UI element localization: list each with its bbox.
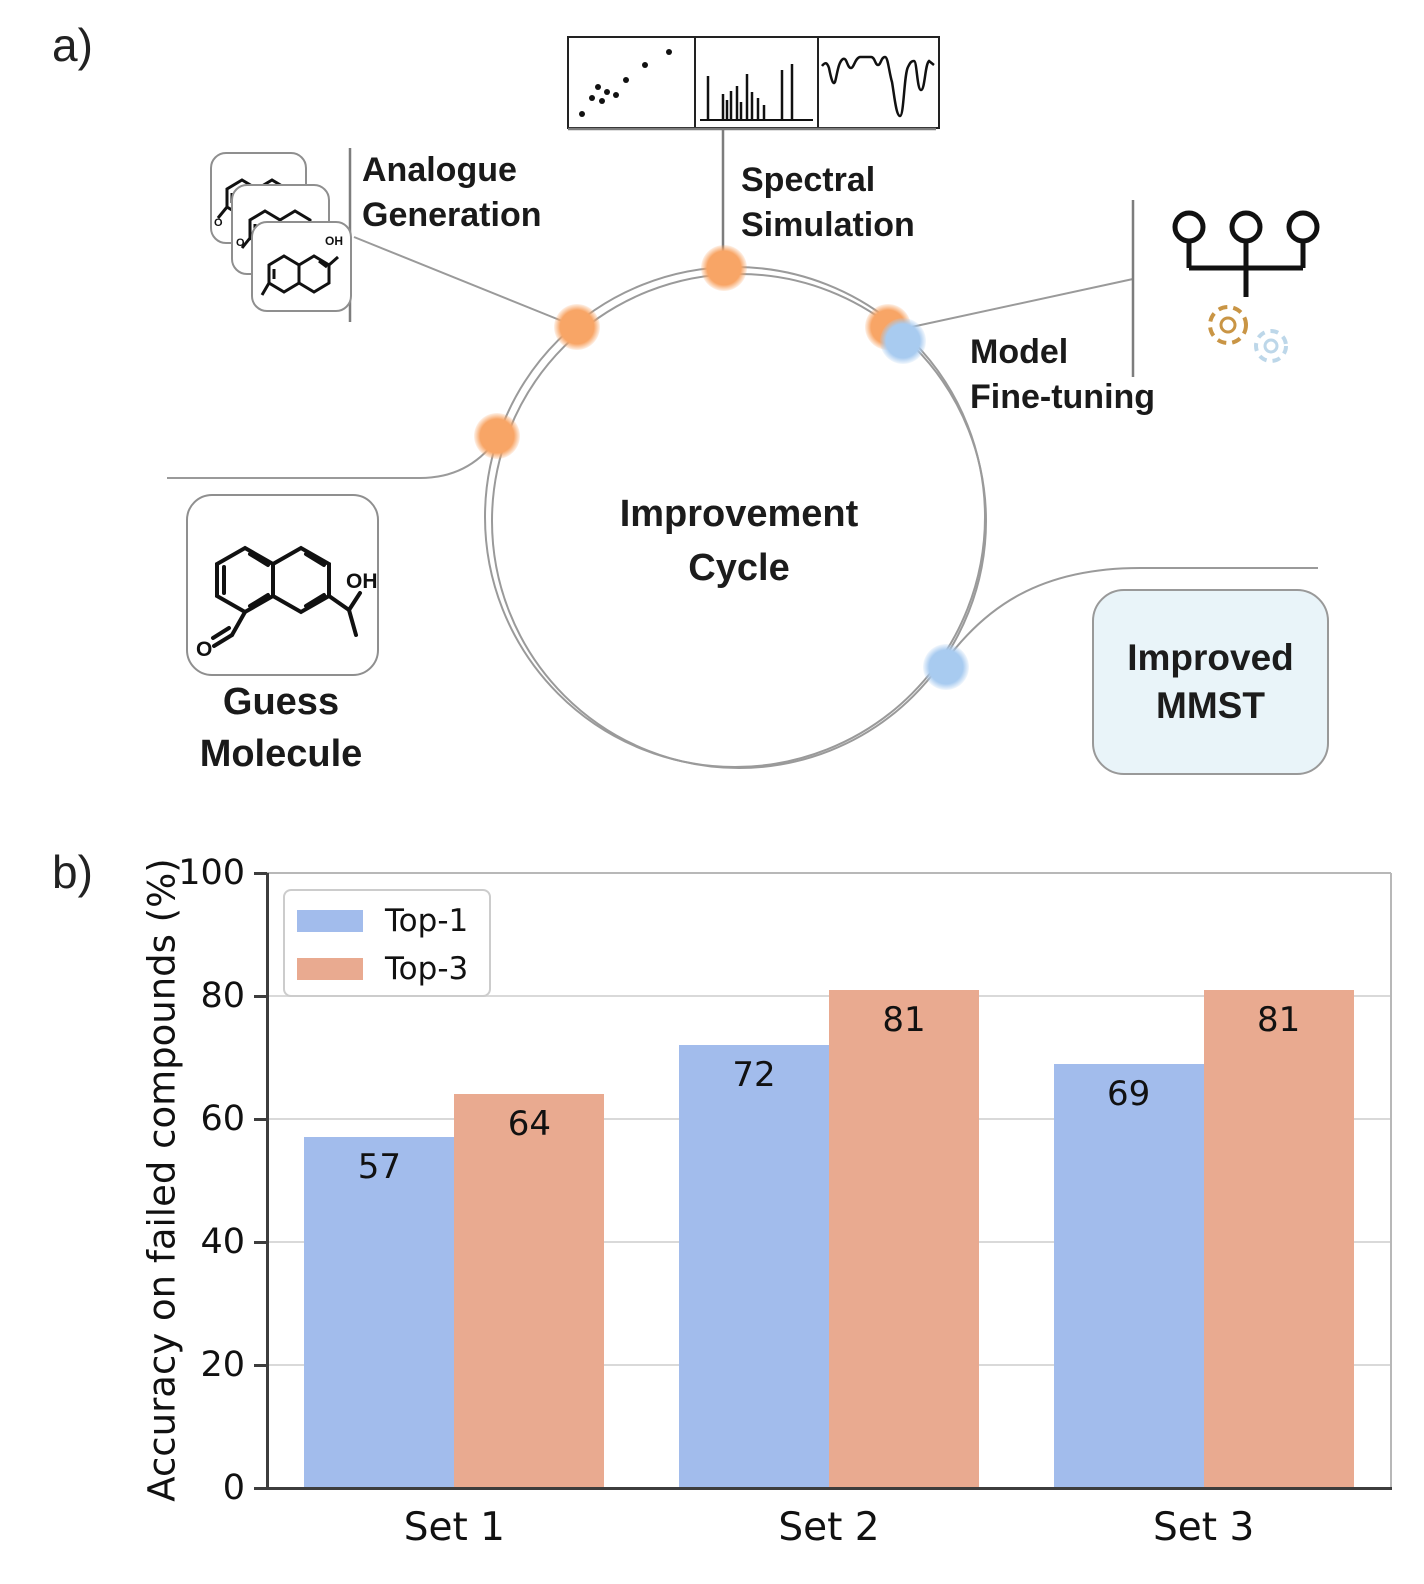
bar-top-3-set-2 [829, 989, 979, 1488]
y-tick-mark [254, 1487, 267, 1490]
bar-top-1-set-2 [679, 1045, 829, 1488]
y-tick-mark [254, 1241, 267, 1244]
guess-molecule-line1: Guess [222, 681, 340, 723]
spectral-simulation-line1: Spectral [741, 161, 876, 199]
panel-b-label: b) [52, 846, 93, 898]
improvement-cycle-line2: Cycle [688, 547, 790, 589]
guess-molecule-line2: Molecule [199, 733, 363, 775]
improved-mmst-line1: Improved [1127, 637, 1294, 678]
model-fine-tuning-label: Model Fine-tuning [970, 330, 1155, 420]
y-tick-mark [254, 872, 267, 875]
cycle-node-model-dot-blue [880, 318, 926, 364]
improved-mmst-box: Improved MMST [1092, 589, 1329, 775]
spectral-simulation-line2: Simulation [741, 206, 915, 244]
x-tick-label: Set 2 [778, 1505, 880, 1550]
bar-top-3-set-1 [454, 1094, 605, 1488]
analogue-generation-line2: Generation [362, 196, 542, 234]
gears-icon [1208, 305, 1288, 363]
improved-mmst-line2: MMST [1156, 685, 1265, 726]
y-tick-mark [254, 1364, 267, 1367]
y-tick-label: 0 [222, 1468, 245, 1508]
improved-mmst-label: Improved MMST [1127, 634, 1294, 730]
bar-value-label: 57 [357, 1147, 401, 1188]
hydroxyl-oh-label: OH [346, 570, 377, 593]
top-spine [267, 872, 1391, 874]
cycle-node-spectral-dot [701, 245, 747, 291]
guess-molecule-card: O OH [186, 494, 379, 676]
aldehyde-o-label: O [196, 638, 212, 661]
analogue-generation-line1: Analogue [362, 151, 517, 189]
y-tick-label: 40 [200, 1222, 245, 1262]
bar-value-label: 64 [507, 1104, 551, 1145]
model-fine-tuning-line1: Model [970, 333, 1069, 371]
y-tick-label: 60 [200, 1099, 245, 1139]
ir-spectrum-plot [817, 36, 940, 129]
svg-text:O: O [214, 217, 223, 229]
oh-label-small: OH [325, 234, 343, 248]
legend-swatch-top-1 [297, 910, 363, 932]
model-fine-tuning-line2: Fine-tuning [970, 378, 1156, 416]
bottom-spine [266, 1487, 1392, 1490]
cycle-node-guess-dot [474, 413, 520, 459]
cycle-node-mmst-dot [923, 644, 969, 690]
y-axis-label: Accuracy on failed compounds (%) [140, 858, 184, 1502]
panel-a-label: a) [52, 19, 93, 71]
y-tick-label: 20 [200, 1345, 245, 1385]
improvement-cycle-label: Improvement Cycle [564, 487, 914, 595]
bar-top-1-set-1 [304, 1137, 455, 1488]
bar-value-label: 81 [882, 999, 926, 1040]
spectral-simulation-label: Spectral Simulation [741, 158, 915, 248]
legend-item-top-1: Top-1 [297, 903, 468, 939]
analogue-generation-label: Analogue Generation [362, 148, 541, 238]
guess-molecule-label: Guess Molecule [186, 676, 376, 780]
right-spine [1390, 873, 1392, 1488]
legend-label-top-3: Top-3 [385, 951, 469, 987]
y-tick-label: 80 [200, 976, 245, 1016]
bar-top-3-set-3 [1203, 989, 1354, 1488]
legend-label-top-1: Top-1 [385, 903, 469, 939]
left-spine [266, 873, 269, 1488]
guess-molecule-structure: O OH [196, 545, 377, 661]
bar-top-1-set-3 [1053, 1063, 1204, 1488]
improvement-cycle-line1: Improvement [619, 493, 859, 535]
x-tick-label: Set 1 [403, 1505, 505, 1550]
scatter-spectrum-icon [579, 49, 672, 117]
stick-spectrum-plot [694, 36, 819, 129]
y-tick-label: 100 [178, 853, 245, 893]
molecule-sketch: OH [260, 234, 343, 296]
bar-value-label: 69 [1107, 1073, 1151, 1114]
ir-spectrum-icon [821, 55, 935, 118]
bar-value-label: 81 [1257, 999, 1301, 1040]
model-icon [1172, 210, 1320, 363]
stick-spectrum-icon [700, 64, 813, 121]
x-tick-label: Set 3 [1153, 1505, 1255, 1550]
molecule-card-front: OH [251, 221, 352, 312]
y-tick-mark [254, 995, 267, 998]
svg-text:O: O [236, 237, 245, 249]
chart-legend: Top-1 Top-3 [283, 889, 491, 997]
y-tick-mark [254, 1118, 267, 1121]
bar-value-label: 72 [732, 1055, 776, 1096]
legend-item-top-3: Top-3 [297, 951, 468, 987]
legend-swatch-top-3 [297, 958, 363, 980]
cycle-node-analogue-dot [554, 304, 600, 350]
